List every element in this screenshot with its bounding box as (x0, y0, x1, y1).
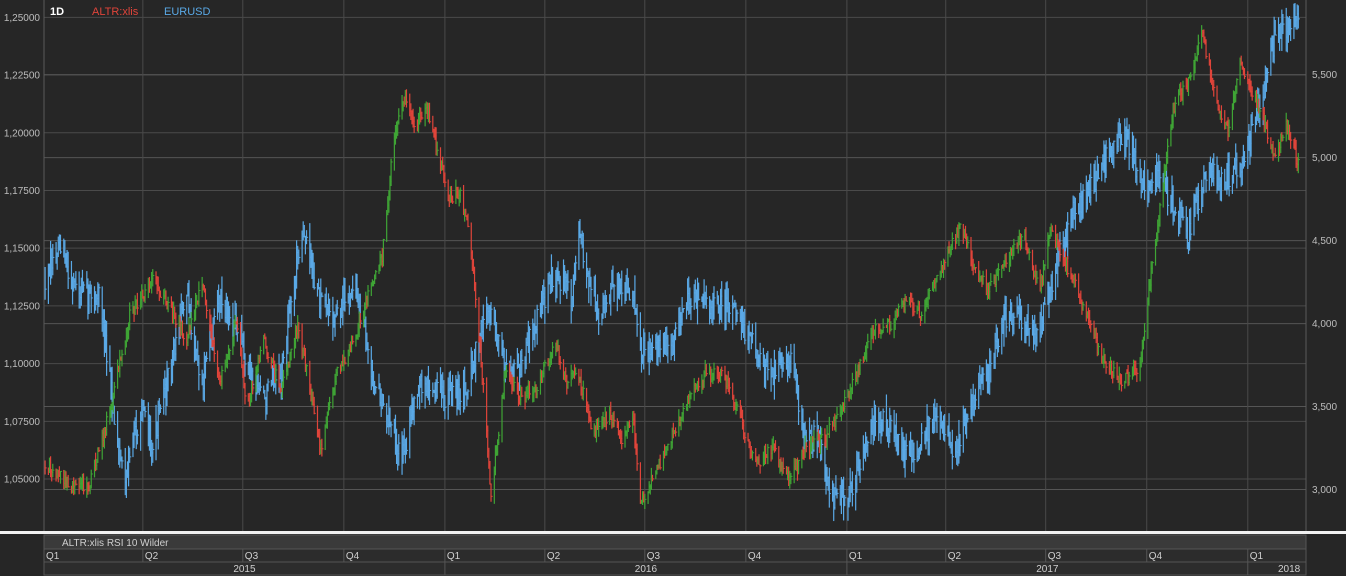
timeframe-label[interactable]: 1D (50, 6, 64, 18)
y-left-tick-label: 1,15000 (4, 244, 41, 255)
y-left-tick-label: 1,12500 (4, 301, 41, 312)
quarter-label: Q2 (948, 551, 962, 562)
altr-series (44, 25, 1300, 510)
y-left-tick-label: 1,07500 (4, 417, 41, 428)
left-axis: 1,05000 1,07500 1,10000 1,12500 1,15000 1,175… (4, 13, 41, 486)
quarter-label: Q1 (46, 551, 60, 562)
panel-divider[interactable] (0, 531, 1346, 534)
y-right-tick-label: 4,000 (1312, 319, 1337, 330)
year-label: 2015 (233, 564, 256, 575)
quarter-label: Q4 (346, 551, 360, 562)
legend-eurusd[interactable]: EURUSD (164, 6, 211, 18)
year-label: 2016 (635, 564, 658, 575)
indicator-label[interactable]: ALTR:xlis RSI 10 Wilder (62, 538, 169, 549)
y-right-tick-label: 5,000 (1312, 153, 1337, 164)
quarter-label: Q1 (849, 551, 863, 562)
quarter-label: Q1 (447, 551, 461, 562)
y-left-tick-label: 1,22500 (4, 71, 41, 82)
year-label: 2017 (1036, 564, 1059, 575)
quarter-label: Q3 (245, 551, 259, 562)
quarter-row-bg (43, 548, 1307, 563)
y-left-tick-label: 1,05000 (4, 475, 41, 486)
quarter-label: Q2 (547, 551, 561, 562)
quarter-axis: Q1 Q2 Q3 Q4 Q1 Q2 Q3 Q4 Q1 Q2 Q3 Q4 Q1 (43, 548, 1307, 563)
quarter-label: Q4 (748, 551, 762, 562)
y-left-tick-label: 1,10000 (4, 359, 41, 370)
legend-altr[interactable]: ALTR:xlis (92, 6, 139, 18)
y-right-tick-label: 3,000 (1312, 485, 1337, 496)
y-left-tick-label: 1,25000 (4, 13, 41, 24)
right-axis: 3,000 3,500 4,000 4,500 5,000 5,500 (1312, 70, 1337, 496)
quarter-label: Q4 (1149, 551, 1163, 562)
year-label: 2018 (1278, 564, 1301, 575)
grid (43, 0, 1307, 531)
y-right-tick-label: 3,500 (1312, 402, 1337, 413)
quarter-label: Q2 (145, 551, 159, 562)
year-axis: 2015 2016 2017 2018 (43, 561, 1307, 576)
y-left-tick-label: 1,17500 (4, 186, 41, 197)
indicator-panel-header (43, 534, 1307, 550)
quarter-label: Q3 (647, 551, 661, 562)
y-left-tick-label: 1,20000 (4, 128, 41, 139)
y-right-tick-label: 4,500 (1312, 236, 1337, 247)
y-right-tick-label: 5,500 (1312, 70, 1337, 81)
quarter-label: Q3 (1048, 551, 1062, 562)
quarter-label: Q1 (1250, 551, 1264, 562)
